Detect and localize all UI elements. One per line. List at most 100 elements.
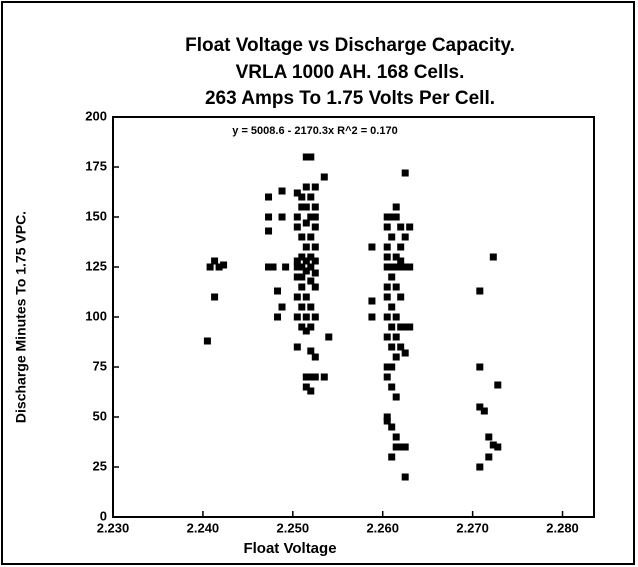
point <box>383 333 391 341</box>
point <box>392 263 400 271</box>
point <box>302 219 310 227</box>
point <box>383 363 391 371</box>
point <box>307 233 315 241</box>
point <box>480 407 488 415</box>
point <box>494 381 502 389</box>
point <box>307 153 315 161</box>
point <box>401 323 409 331</box>
point <box>293 263 301 271</box>
x-tick-label: 2.280 <box>546 520 579 535</box>
point <box>298 273 306 281</box>
point <box>293 273 301 281</box>
point <box>311 213 319 221</box>
point <box>302 243 310 251</box>
point <box>368 297 376 305</box>
point <box>494 443 502 451</box>
point <box>265 193 273 201</box>
point <box>383 373 391 381</box>
point <box>406 223 414 231</box>
point <box>311 373 319 381</box>
point <box>392 213 400 221</box>
point <box>215 263 223 271</box>
point <box>392 313 400 321</box>
y-tick-label: 0 <box>100 508 107 523</box>
point <box>383 243 391 251</box>
point <box>485 433 493 441</box>
point <box>302 313 310 321</box>
point <box>307 193 315 201</box>
point <box>293 343 301 351</box>
point <box>298 283 306 291</box>
point <box>302 153 310 161</box>
point <box>397 223 405 231</box>
point <box>401 233 409 241</box>
x-axis-label: Float Voltage <box>243 540 336 557</box>
point <box>388 453 396 461</box>
point <box>368 313 376 321</box>
point <box>311 223 319 231</box>
point <box>392 433 400 441</box>
point <box>383 313 391 321</box>
point <box>383 213 391 221</box>
point <box>388 323 396 331</box>
point <box>302 257 310 265</box>
point <box>274 287 282 295</box>
point <box>293 257 301 265</box>
point <box>293 213 301 221</box>
x-tick-label: 2.250 <box>277 520 310 535</box>
point <box>203 337 211 345</box>
point <box>211 293 219 301</box>
point <box>397 323 405 331</box>
point <box>298 203 306 211</box>
point <box>265 263 273 271</box>
point <box>307 323 315 331</box>
point <box>311 313 319 321</box>
point <box>311 243 319 251</box>
point <box>368 243 376 251</box>
y-tick-label: 175 <box>85 158 107 173</box>
point <box>476 287 484 295</box>
point <box>489 253 497 261</box>
point <box>307 213 315 221</box>
point <box>397 343 405 351</box>
point <box>401 263 409 271</box>
point <box>302 327 310 335</box>
point <box>388 423 396 431</box>
point <box>293 293 301 301</box>
point <box>388 213 396 221</box>
point <box>320 173 328 181</box>
chart-subtitle: 263 Amps To 1.75 Volts Per Cell. <box>205 88 495 109</box>
point <box>302 383 310 391</box>
point <box>392 283 400 291</box>
y-tick-label: 25 <box>93 458 107 473</box>
point <box>388 343 396 351</box>
point <box>311 257 319 265</box>
point <box>320 373 328 381</box>
point <box>325 333 333 341</box>
point <box>388 233 396 241</box>
y-tick-label: 125 <box>85 258 107 273</box>
point <box>311 283 319 291</box>
point <box>206 263 214 271</box>
point <box>302 373 310 381</box>
point <box>307 373 315 381</box>
point <box>298 263 306 271</box>
point <box>302 293 310 301</box>
point <box>302 267 310 275</box>
point <box>278 187 286 195</box>
point <box>265 213 273 221</box>
x-tick-label: 2.260 <box>366 520 399 535</box>
y-tick-label: 50 <box>93 408 107 423</box>
point <box>392 203 400 211</box>
point <box>392 253 400 261</box>
point <box>397 443 405 451</box>
point <box>383 293 391 301</box>
point <box>383 283 391 291</box>
point <box>311 353 319 361</box>
chart-title: Float Voltage vs Discharge Capacity. <box>185 35 515 56</box>
point <box>383 413 391 421</box>
y-tick-label: 75 <box>93 358 107 373</box>
point <box>274 313 282 321</box>
